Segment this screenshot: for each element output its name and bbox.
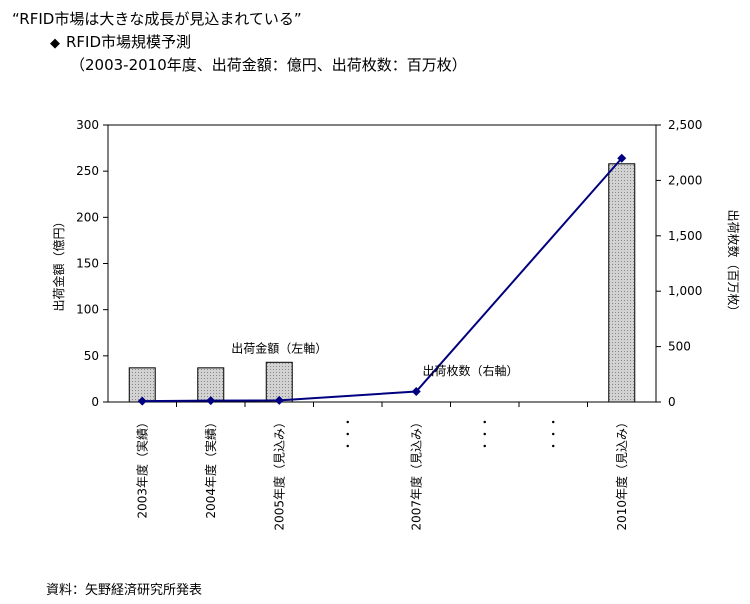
x-axis-category-label: 2004年度（実績） — [203, 416, 218, 519]
line-point-marker — [617, 153, 627, 163]
bar — [608, 163, 636, 403]
chart-title-row: ◆ RFID市場規模予測 — [50, 31, 191, 52]
headline: “RFID市場は大きな成長が見込まれている” — [12, 10, 302, 28]
right-axis-tick-label: 1,500 — [668, 229, 702, 243]
bar — [265, 361, 293, 403]
left-axis-title: 出荷金額（億円） — [51, 215, 66, 311]
left-axis-tick-label: 150 — [76, 257, 99, 271]
left-axis-tick-label: 250 — [76, 164, 99, 178]
line-series-label: 出荷枚数（右軸） — [422, 363, 518, 378]
left-axis-tick-label: 50 — [84, 349, 99, 363]
x-axis-category-label: 2003年度（実績） — [134, 416, 149, 519]
x-axis-category-label: 2007年度（見込み） — [408, 416, 423, 531]
right-axis-tick-label: 1,000 — [668, 284, 702, 298]
labels-group: 2003年度（実績） 2004年度（実績） 2005年度（見込み） ・・・ 2007年度… — [134, 340, 629, 530]
right-axis-tick-label: 2,500 — [668, 118, 702, 132]
x-axis-category-label: 2005年度（見込み） — [271, 416, 286, 531]
left-axis-tick-label: 300 — [76, 118, 99, 132]
x-axis-category-label: ・・・ — [341, 416, 355, 452]
left-axis-tick-label: 0 — [91, 395, 99, 409]
axes-group: 0 50 100 150 200 250 300 0 500 1,000 1,500 2,000 2,5… — [51, 118, 741, 409]
bars-group — [128, 163, 636, 403]
line-series-group — [137, 153, 627, 406]
line-series — [142, 157, 623, 403]
line-point-marker — [411, 386, 421, 396]
right-axis-tick-label: 500 — [668, 340, 691, 354]
line-point-marker — [206, 396, 216, 406]
left-axis-tick-label: 100 — [76, 303, 99, 317]
left-axis-tick-label: 200 — [76, 210, 99, 224]
x-axis-category-label: 2010年度（見込み） — [614, 416, 629, 531]
line-point-marker — [137, 396, 147, 406]
x-axis-category-label: ・・・ — [546, 416, 560, 452]
plot-area-frame — [107, 124, 657, 403]
right-axis-tick-label: 0 — [668, 395, 676, 409]
bar-series-label: 出荷金額（左軸） — [231, 340, 327, 355]
right-axis-title: 出荷枚数（百万枚） — [726, 209, 741, 317]
chart-subtitle: （2003-2010年度、出荷金額：億円、出荷枚数：百万枚） — [70, 56, 467, 74]
source-note: 資料：矢野経済研究所発表 — [46, 583, 203, 598]
right-axis-tick-label: 2,000 — [668, 173, 702, 187]
chart-title: RFID市場規模予測 — [66, 33, 192, 51]
diamond-bullet-icon: ◆ — [50, 36, 60, 51]
x-axis-category-label: ・・・ — [478, 416, 492, 452]
line-point-marker — [274, 395, 284, 405]
